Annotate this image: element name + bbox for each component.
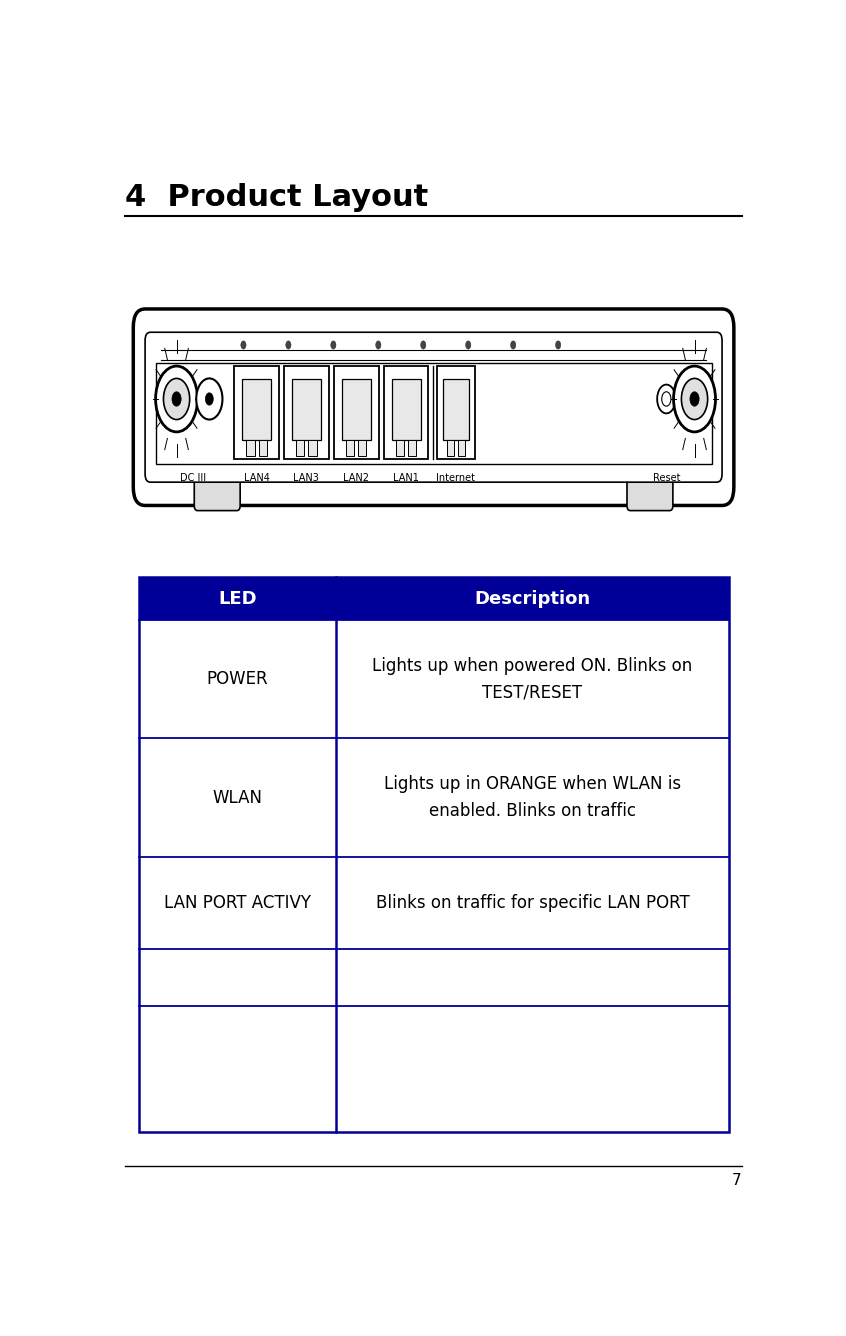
Circle shape: [511, 341, 516, 349]
FancyBboxPatch shape: [146, 333, 722, 482]
FancyBboxPatch shape: [234, 366, 279, 460]
Circle shape: [420, 341, 426, 349]
Circle shape: [681, 378, 707, 420]
FancyBboxPatch shape: [139, 577, 728, 620]
FancyBboxPatch shape: [458, 440, 465, 457]
Text: LAN4: LAN4: [244, 473, 270, 482]
Text: POWER: POWER: [206, 671, 268, 688]
Circle shape: [465, 341, 471, 349]
FancyBboxPatch shape: [437, 366, 475, 460]
Circle shape: [657, 385, 675, 413]
FancyBboxPatch shape: [384, 366, 428, 460]
Circle shape: [156, 366, 197, 432]
Circle shape: [172, 391, 181, 406]
FancyBboxPatch shape: [392, 378, 420, 440]
Circle shape: [673, 366, 716, 432]
FancyBboxPatch shape: [447, 440, 454, 457]
Circle shape: [196, 378, 222, 420]
FancyBboxPatch shape: [346, 440, 354, 457]
Text: Internet: Internet: [437, 473, 475, 482]
Text: Reset: Reset: [652, 473, 680, 482]
FancyBboxPatch shape: [627, 478, 673, 510]
Circle shape: [331, 341, 336, 349]
Text: LAN PORT ACTIVY: LAN PORT ACTIVY: [164, 894, 310, 912]
Circle shape: [662, 391, 671, 406]
Circle shape: [286, 341, 291, 349]
Text: LAN2: LAN2: [343, 473, 369, 482]
FancyBboxPatch shape: [296, 440, 305, 457]
Circle shape: [206, 393, 213, 405]
FancyBboxPatch shape: [443, 378, 469, 440]
FancyBboxPatch shape: [259, 440, 266, 457]
FancyBboxPatch shape: [408, 440, 416, 457]
Text: LED: LED: [218, 589, 256, 608]
FancyBboxPatch shape: [246, 440, 255, 457]
Circle shape: [163, 378, 190, 420]
Circle shape: [241, 341, 246, 349]
FancyBboxPatch shape: [242, 378, 271, 440]
Text: Lights up when powered ON. Blinks on
TEST/RESET: Lights up when powered ON. Blinks on TES…: [372, 657, 693, 701]
Text: 4  Product Layout: 4 Product Layout: [125, 183, 429, 212]
Text: Description: Description: [475, 589, 591, 608]
FancyBboxPatch shape: [396, 440, 404, 457]
FancyBboxPatch shape: [358, 440, 366, 457]
Circle shape: [690, 391, 699, 406]
Circle shape: [556, 341, 561, 349]
Circle shape: [376, 341, 381, 349]
FancyBboxPatch shape: [309, 440, 316, 457]
Text: Blinks on traffic for specific LAN PORT: Blinks on traffic for specific LAN PORT: [376, 894, 689, 912]
Text: Lights up in ORANGE when WLAN is
enabled. Blinks on traffic: Lights up in ORANGE when WLAN is enabled…: [384, 775, 681, 820]
FancyBboxPatch shape: [284, 366, 328, 460]
FancyBboxPatch shape: [156, 363, 711, 465]
Text: DC III: DC III: [180, 473, 206, 482]
Text: 7: 7: [732, 1173, 742, 1188]
FancyBboxPatch shape: [334, 366, 378, 460]
Text: LAN1: LAN1: [393, 473, 419, 482]
FancyBboxPatch shape: [292, 378, 321, 440]
FancyBboxPatch shape: [195, 478, 240, 510]
FancyBboxPatch shape: [342, 378, 371, 440]
Text: WLAN: WLAN: [212, 788, 262, 807]
Text: LAN3: LAN3: [294, 473, 319, 482]
FancyBboxPatch shape: [134, 309, 733, 505]
